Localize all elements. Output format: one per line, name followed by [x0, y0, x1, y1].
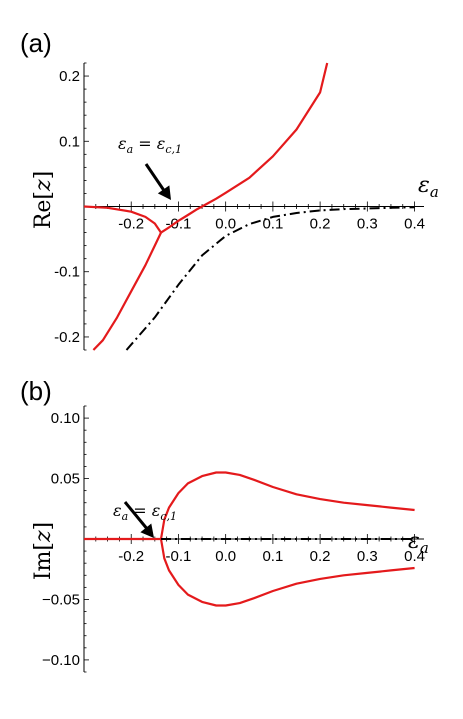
y-tick-label: 0.2	[59, 68, 80, 85]
y-axis-label: Re[z]	[31, 171, 56, 229]
x-tick-label: 0.0	[215, 216, 236, 233]
annotation-arrow-head	[140, 523, 154, 538]
x-tick-label: -0.2	[118, 548, 144, 565]
series-line-solid	[159, 538, 415, 607]
y-tick-label: −0.05	[42, 591, 80, 608]
y-tick-label: -0.1	[54, 264, 80, 281]
x-tick-label: 0.3	[357, 548, 378, 565]
x-axis-label: εa	[418, 173, 439, 201]
x-tick-label: -0.1	[166, 548, 192, 565]
y-tick-label: −0.10	[42, 652, 80, 669]
x-tick-label: -0.1	[166, 216, 192, 233]
x-axis-label: εa	[408, 529, 429, 557]
annotation-label: εa = εc,1	[113, 501, 177, 523]
y-tick-label: 0.05	[51, 471, 80, 488]
annotation-arrow-shaft	[144, 163, 167, 193]
panel-label: (b)	[20, 376, 52, 406]
x-tick-label: 0.0	[215, 548, 236, 565]
annotation-label: εa = εc,1	[118, 134, 182, 156]
panel-label: (a)	[20, 28, 52, 58]
x-tick-label: 0.4	[404, 216, 425, 233]
x-tick-label: 0.2	[310, 216, 331, 233]
x-tick-label: 0.1	[262, 216, 283, 233]
x-tick-label: 0.1	[262, 548, 283, 565]
y-tick-label: 0.10	[51, 410, 80, 427]
x-tick-label: 0.3	[357, 216, 378, 233]
y-tick-label: -0.2	[54, 329, 80, 346]
panel-a: (a) -0.2 -0.1 0.0 0.1 0.2 0.3 0.4 0.2 0.1 -0.1 -0.2…	[20, 28, 439, 351]
panel-b: (b) -0.2 -0.1 0.0 0.1 0.2 0.3 0.4 0.10 0.05 −0.05 −…	[20, 376, 429, 673]
series-line-solid	[160, 62, 329, 234]
series-line-dashdot	[125, 206, 415, 351]
annotation-arrow-head	[157, 185, 171, 200]
annotation-arrow-shaft	[123, 501, 150, 531]
y-axis-label: Im[z]	[31, 522, 56, 580]
x-tick-label: 0.2	[310, 548, 331, 565]
series-line-solid	[83, 205, 162, 234]
y-tick-label: 0.1	[59, 133, 80, 150]
x-tick-label: -0.2	[118, 216, 144, 233]
series-line-solid	[92, 232, 162, 351]
x-tick-label: 0.4	[404, 548, 425, 565]
series-line-solid	[159, 471, 415, 540]
